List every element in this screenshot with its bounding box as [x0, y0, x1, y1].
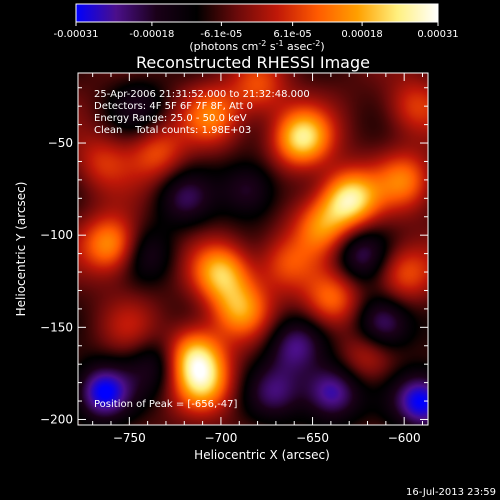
info-energy-range: Energy Range: 25.0 - 50.0 keV — [94, 113, 247, 124]
x-tick-label: −600 — [388, 431, 421, 445]
colorbar-tick-label: 0.00031 — [417, 29, 458, 40]
colorbar: -0.00031 -0.00018 -6.1e-05 6.1e-05 0.00018 0.… — [54, 3, 459, 53]
colorbar-tick-label: 0.00018 — [341, 29, 382, 40]
footer-timestamp: 16-Jul-2013 23:59 — [406, 487, 496, 498]
x-axis-label: Heliocentric X (arcsec) — [194, 448, 330, 462]
x-tick-label: −700 — [204, 431, 237, 445]
y-tick-label: −200 — [40, 412, 73, 426]
y-tick-label: −100 — [40, 228, 73, 242]
heatmap-image — [78, 73, 428, 425]
y-tick-label: −50 — [48, 136, 73, 150]
colorbar-units: (photons cm-2 s-1 asec-2) — [189, 39, 324, 53]
colorbar-tick-label: 6.1e-05 — [273, 29, 311, 40]
x-axis-ticks: −750 −700 −650 −600 — [92, 73, 424, 445]
info-detectors: Detectors: 4F 5F 6F 7F 8F, Att 0 — [94, 101, 253, 112]
y-axis-ticks: −50 −100 −150 −200 — [40, 87, 428, 426]
y-axis-label: Heliocentric Y (arcsec) — [14, 182, 28, 317]
plot-frame — [77, 72, 429, 426]
colorbar-ticks — [75, 22, 439, 26]
chart-title: Reconstructed RHESSI Image — [136, 53, 370, 72]
info-annotations: 25-Apr-2006 21:31:52.000 to 21:32:48.000… — [94, 89, 310, 136]
colorbar-tick-labels: -0.00031 -0.00018 -6.1e-05 6.1e-05 0.00018 0.… — [54, 29, 459, 40]
y-tick-label: −150 — [40, 320, 73, 334]
x-tick-label: −750 — [113, 431, 146, 445]
colorbar-tick-label: -0.00018 — [129, 29, 174, 40]
colorbar-tick-label: -0.00031 — [54, 29, 99, 40]
info-clean-counts: Clean Total counts: 1.98E+03 — [94, 125, 251, 136]
x-tick-label: −650 — [296, 431, 329, 445]
info-time-range: 25-Apr-2006 21:31:52.000 to 21:32:48.000 — [94, 89, 310, 100]
colorbar-gradient — [75, 3, 439, 23]
peak-position-label: Position of Peak = [-656,-47] — [94, 399, 238, 410]
colorbar-tick-label: -6.1e-05 — [200, 29, 242, 40]
